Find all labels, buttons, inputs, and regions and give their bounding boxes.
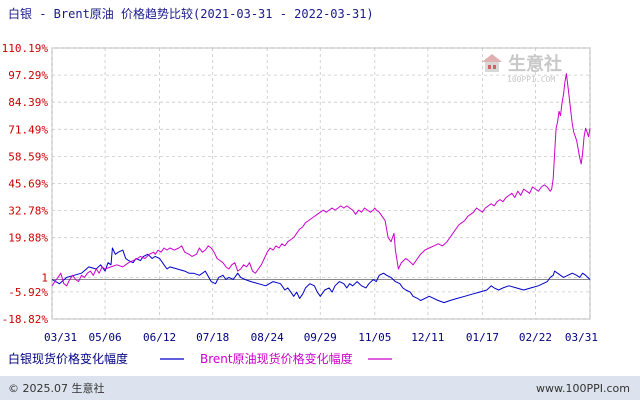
x-tick-label: 09/29 [304,331,337,344]
series-layer [51,73,591,304]
y-tick-label: 110.19% [2,42,49,55]
x-tick-label: 01/17 [466,331,499,344]
x-tick-label: 03/31 [565,331,598,344]
x-tick-label: 02/22 [519,331,552,344]
y-tick-label: -18.82% [2,313,49,326]
watermark-logo: 生意社 100PPI.COM [482,53,562,84]
watermark-url: 100PPI.COM [507,75,555,84]
y-tick-label: 58.59% [8,150,48,163]
watermark-name: 生意社 [508,53,562,75]
x-tick-label: 11/05 [358,331,391,344]
house-logo-icon [482,54,502,72]
x-tick-label: 03/31 [44,331,77,344]
y-tick-label: 1 [41,271,48,284]
plot-area [51,47,591,320]
y-tick-label: 45.69% [8,177,48,190]
legend: 白银现货价格变化幅度 Brent原油现货价格变化幅度 [8,351,392,366]
x-tick-label: 06/12 [143,331,176,344]
y-tick-label: 32.78% [8,205,48,218]
x-axis-ticks: 03/31 05/06 06/12 07/18 08/24 09/29 11/05 12/11… [44,331,598,344]
legend-brent-label: Brent原油现货价格变化幅度 [200,351,353,366]
y-tick-label: 71.49% [8,123,48,136]
legend-silver-label: 白银现货价格变化幅度 [8,351,128,366]
series-line-silver [51,247,591,304]
y-axis-ticks: 110.19% 97.29% 84.39% 71.49% 58.59% 45.69% 32.… [2,42,49,326]
footer-bar [0,376,640,400]
y-tick-label: 19.88% [8,232,48,245]
x-tick-label: 07/18 [196,331,229,344]
y-tick-label: -5.92% [8,286,48,299]
y-tick-label: 97.29% [8,69,48,82]
footer-site-link[interactable]: www.100PPI.com [536,382,630,395]
x-tick-label: 08/24 [251,331,284,344]
x-tick-label: 05/06 [89,331,122,344]
chart-title: 白银 - Brent原油 价格趋势比较(2021-03-31 - 2022-03… [8,6,374,21]
x-tick-label: 12/11 [411,331,444,344]
footer-copyright: © 2025.07 生意社 [8,381,104,395]
y-tick-label: 84.39% [8,96,48,109]
series-line-brent [51,73,591,287]
